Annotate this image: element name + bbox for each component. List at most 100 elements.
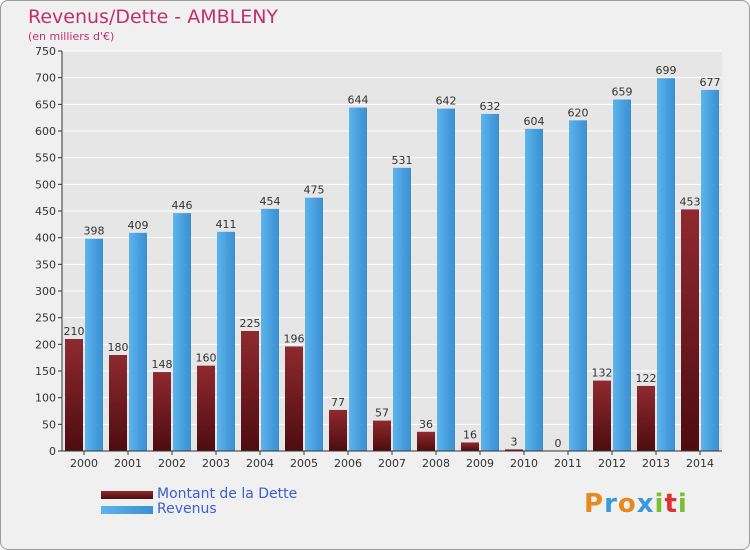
x-tick-label: 2013 — [642, 457, 670, 470]
logo-letter: r — [604, 489, 618, 519]
data-label-revenus: 659 — [612, 86, 633, 99]
plot-area — [62, 51, 722, 451]
data-label-dette: 180 — [108, 341, 129, 354]
y-tick-label: 650 — [35, 98, 56, 111]
data-label-dette: 160 — [196, 352, 217, 365]
bar-dette — [197, 365, 215, 451]
x-tick-label: 2012 — [598, 457, 626, 470]
logo-letter: o — [617, 489, 637, 519]
axes: 0 50 100 150 200 250 300 350 400 450 500 550 600 650 7… — [35, 45, 722, 470]
logo-letter: i — [654, 489, 665, 519]
legend-swatch-dette — [101, 491, 153, 499]
data-label-revenus: 531 — [392, 154, 413, 167]
bar-revenus — [393, 167, 411, 452]
data-label-revenus: 475 — [304, 184, 325, 197]
logo-letter: i — [677, 489, 688, 519]
data-label-dette: 148 — [152, 358, 173, 371]
bar-dette — [241, 331, 259, 451]
data-label-dette: 210 — [64, 325, 85, 338]
grid-lines — [62, 50, 722, 425]
x-tick-label: 2014 — [686, 457, 714, 470]
data-label-revenus: 642 — [436, 95, 457, 108]
bar-dette — [461, 442, 479, 451]
bar-revenus — [613, 99, 631, 452]
y-tick-label: 450 — [35, 205, 56, 218]
data-label-dette: 57 — [375, 407, 389, 420]
bar-revenus — [129, 232, 147, 451]
data-label-dette: 16 — [463, 428, 477, 441]
data-label-revenus: 454 — [260, 195, 281, 208]
data-label-revenus: 677 — [700, 76, 721, 89]
x-tick-label: 2004 — [246, 457, 274, 470]
bar-dette — [417, 431, 435, 451]
data-label-dette: 3 — [511, 435, 518, 448]
x-tick-label: 2009 — [466, 457, 494, 470]
data-label-revenus: 620 — [568, 106, 589, 119]
y-tick-label: 0 — [49, 445, 56, 458]
y-tick-label: 750 — [35, 45, 56, 58]
legend-label-dette: Montant de la Dette — [157, 486, 298, 502]
data-label-dette: 132 — [592, 367, 613, 380]
data-label-revenus: 604 — [524, 115, 545, 128]
x-tick-label: 2006 — [334, 457, 362, 470]
y-tick-label: 100 — [35, 392, 56, 405]
data-label-dette: 77 — [331, 396, 345, 409]
y-tick-label: 600 — [35, 125, 56, 138]
data-label-revenus: 446 — [172, 199, 193, 212]
data-label-dette: 453 — [680, 195, 701, 208]
x-tick-label: 2005 — [290, 457, 318, 470]
x-tick-label: 2003 — [202, 457, 230, 470]
bar-revenus — [569, 120, 587, 451]
bar-revenus — [481, 113, 499, 451]
bar-revenus — [525, 128, 543, 451]
y-tick-label: 300 — [35, 285, 56, 298]
proxiti-logo: Proxiti — [584, 489, 688, 519]
bar-dette — [109, 355, 127, 451]
y-tick-label: 550 — [35, 152, 56, 165]
bar-dette — [593, 380, 611, 451]
data-label-dette: 225 — [240, 317, 261, 330]
data-label-dette: 196 — [284, 332, 305, 345]
bar-dette — [285, 346, 303, 451]
bar-dette — [505, 449, 523, 451]
data-label-dette: 0 — [555, 437, 562, 450]
y-tick-label: 500 — [35, 178, 56, 191]
data-label-revenus: 411 — [216, 218, 237, 231]
bar-dette — [681, 209, 699, 451]
y-tick-label: 250 — [35, 312, 56, 325]
bars — [65, 78, 719, 452]
bar-revenus — [437, 108, 455, 451]
bar-revenus — [701, 89, 719, 451]
bar-dette — [329, 409, 347, 451]
x-tick-label: 2000 — [70, 457, 98, 470]
y-tick-label: 400 — [35, 232, 56, 245]
data-label-revenus: 632 — [480, 100, 501, 113]
bar-revenus — [217, 231, 235, 451]
data-label-dette: 122 — [636, 372, 657, 385]
y-tick-label: 150 — [35, 365, 56, 378]
chart-title: Revenus/Dette - AMBLENY — [28, 6, 279, 28]
bar-revenus — [305, 197, 323, 451]
y-tick-label: 350 — [35, 258, 56, 271]
x-tick-label: 2007 — [378, 457, 406, 470]
data-label-revenus: 398 — [84, 225, 105, 238]
x-tick-label: 2001 — [114, 457, 142, 470]
bar-revenus — [261, 208, 279, 451]
legend-label-revenus: Revenus — [157, 501, 217, 517]
bar-dette — [373, 420, 391, 451]
bar-revenus — [657, 78, 675, 451]
x-tick-label: 2002 — [158, 457, 186, 470]
logo-letter: P — [584, 489, 605, 519]
bar-revenus — [85, 238, 103, 451]
data-label-revenus: 644 — [348, 94, 369, 107]
y-tick-label: 200 — [35, 338, 56, 351]
data-label-revenus: 699 — [656, 64, 677, 77]
chart-subtitle: (en milliers d'€) — [28, 30, 115, 43]
x-tick-label: 2011 — [554, 457, 582, 470]
plot-background — [62, 51, 722, 451]
x-tick-label: 2008 — [422, 457, 450, 470]
bar-revenus — [173, 213, 191, 451]
data-labels: 2103981804091484461604112254541964757764… — [64, 64, 721, 450]
